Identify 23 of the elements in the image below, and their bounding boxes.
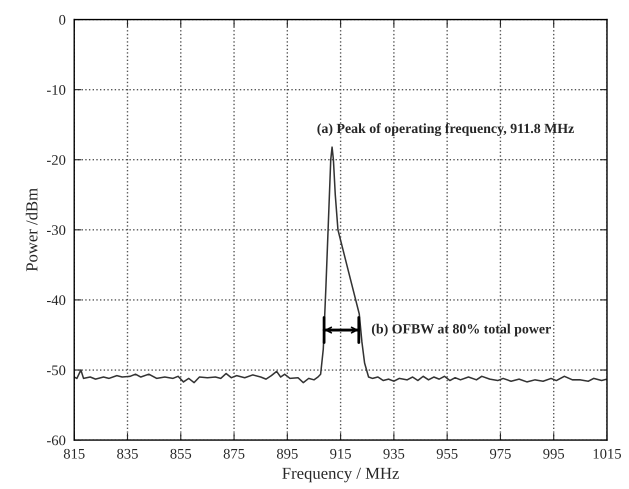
y-tick-label: 0 (59, 14, 66, 25)
y-tick-label: -60 (46, 435, 66, 446)
x-tick-label: 935 (383, 448, 404, 459)
y-tick-label: -20 (46, 155, 66, 165)
x-tick-label: 855 (170, 448, 192, 459)
y-tick-label: -40 (46, 295, 66, 306)
x-tick-label: 875 (224, 448, 244, 459)
y-tick-label: -50 (46, 365, 66, 376)
x-axis-title: Frequency / MHz (282, 468, 399, 482)
x-tick-label: 975 (490, 448, 511, 459)
x-tick-label: 815 (64, 448, 85, 459)
y-tick-label: -10 (46, 85, 66, 95)
x-tick-label: 955 (436, 448, 458, 459)
y-axis-title: Power /dBm (26, 188, 38, 272)
x-tick-label: 835 (117, 448, 138, 459)
y-tick-label: -30 (46, 225, 66, 236)
x-tick-label: 915 (330, 448, 351, 459)
x-tick-label: 1015 (594, 448, 621, 459)
annotation: (b) OFBW at 80% total power (372, 324, 551, 336)
annotation: (a) Peak of operating frequency, 911.8 MHz (317, 123, 574, 136)
x-tick-label: 995 (543, 448, 564, 459)
line-series (74, 146, 607, 384)
x-tick-label: 895 (276, 448, 298, 459)
